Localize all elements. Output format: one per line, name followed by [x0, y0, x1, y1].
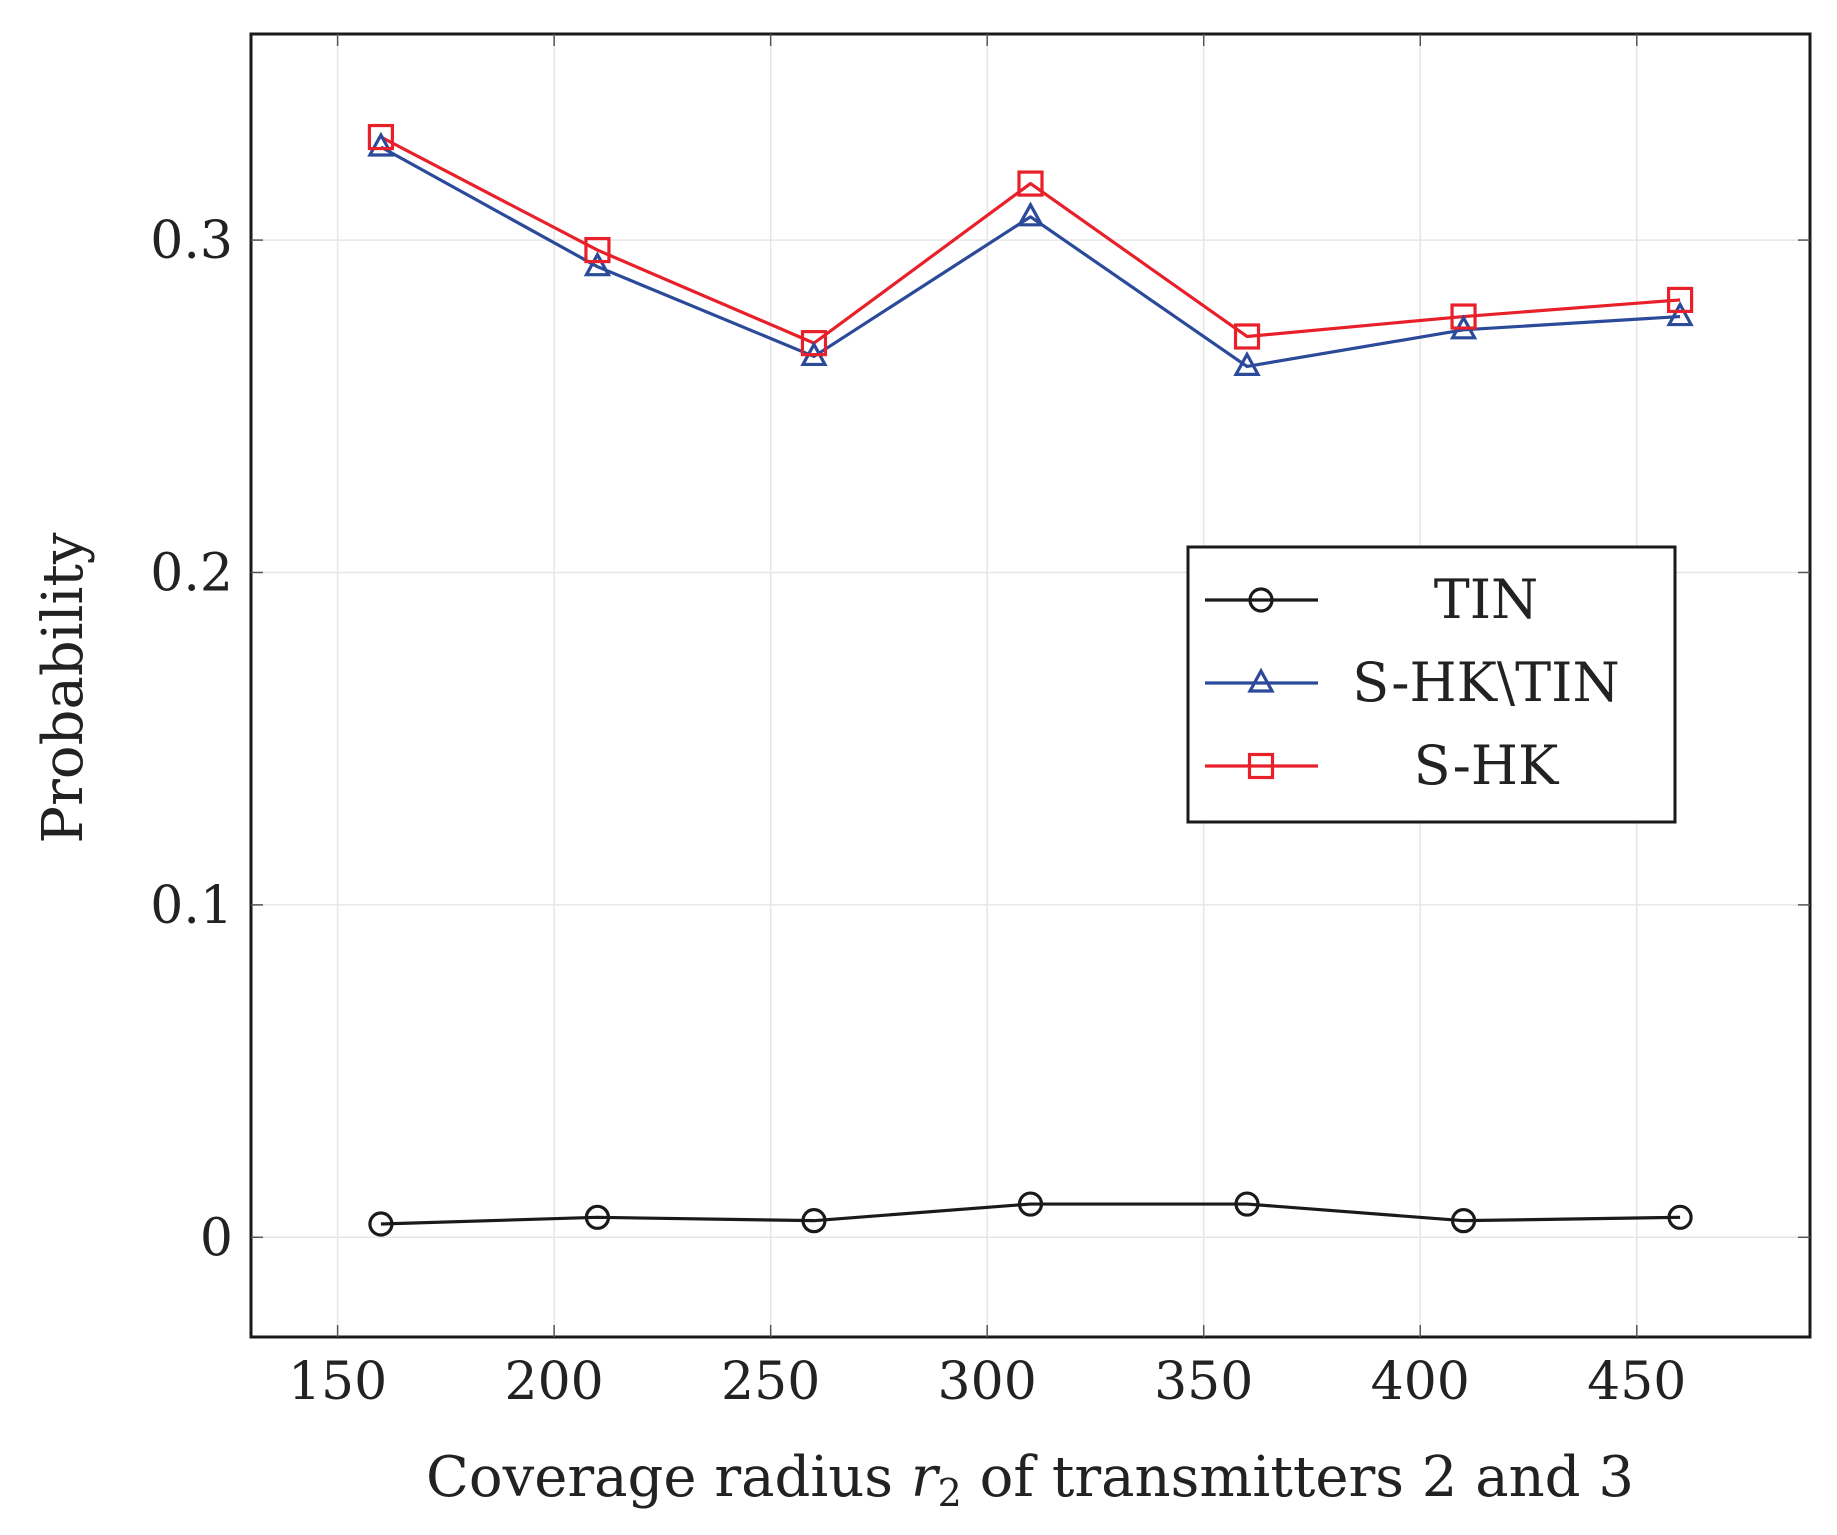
data-point-tin: [1667, 1204, 1693, 1230]
x-tick-label: 300: [938, 1352, 1037, 1412]
data-point-s-hk: [367, 123, 395, 151]
tick-labels: 150 200 250 300 350 400 450 0 0.1 0.2 0.3: [150, 211, 1686, 1412]
data-point-s-hk-tin: [583, 251, 612, 277]
data-point-tin: [1017, 1191, 1044, 1217]
y-tick-label: 0: [200, 1208, 233, 1268]
y-tick-label: 0.2: [150, 543, 233, 603]
series-markers: [367, 123, 1694, 1237]
legend-label-s-hk: S-HK: [1414, 734, 1560, 797]
data-point-s-hk: [1017, 170, 1044, 197]
x-tick-label: 150: [288, 1352, 387, 1412]
data-point-s-hk-tin: [1666, 301, 1694, 327]
data-point-tin: [1450, 1208, 1477, 1234]
x-tick-label: 400: [1371, 1352, 1470, 1412]
legend-items: TIN S-HK\TIN S-HK: [1205, 568, 1620, 797]
x-axis-label: Coverage radius r2 of transmitters 2 and…: [426, 1445, 1634, 1515]
legend: TIN S-HK\TIN S-HK: [1186, 545, 1677, 824]
data-point-tin: [1234, 1191, 1260, 1217]
x-tick-label: 450: [1587, 1352, 1686, 1412]
data-point-s-hk: [584, 236, 611, 264]
data-point-s-hk: [1233, 323, 1261, 350]
plot-frame: [249, 32, 1812, 1339]
series-line-s-hk-tin: [380, 145, 1681, 368]
data-point-s-hk-tin: [367, 131, 395, 157]
data-point-s-hk-tin: [1233, 351, 1261, 376]
series-line-tin: [380, 1202, 1681, 1226]
x-tick-label: 200: [505, 1352, 604, 1412]
data-point-s-hk-tin: [1016, 201, 1045, 227]
legend-marker-tin: [1248, 587, 1274, 613]
y-tick-label: 0.1: [150, 876, 233, 936]
y-tick-label: 0.3: [150, 211, 233, 271]
x-tick-label: 350: [1154, 1352, 1253, 1412]
data-point-tin: [584, 1204, 611, 1230]
legend-label-tin: TIN: [1434, 568, 1539, 631]
legend-marker-s-hk: [1247, 752, 1275, 780]
data-point-tin: [368, 1211, 394, 1237]
data-point-tin: [801, 1208, 827, 1234]
x-tick-label: 250: [721, 1352, 820, 1412]
axis-ticks: [251, 34, 1810, 1337]
y-axis-label: Probability: [31, 532, 96, 843]
legend-marker-s-hk-tin: [1247, 667, 1275, 693]
data-point-s-hk: [1666, 286, 1694, 314]
data-point-s-hk: [1450, 303, 1477, 330]
legend-label-s-hk-tin: S-HK\TIN: [1352, 651, 1619, 714]
data-point-s-hk: [800, 330, 828, 357]
